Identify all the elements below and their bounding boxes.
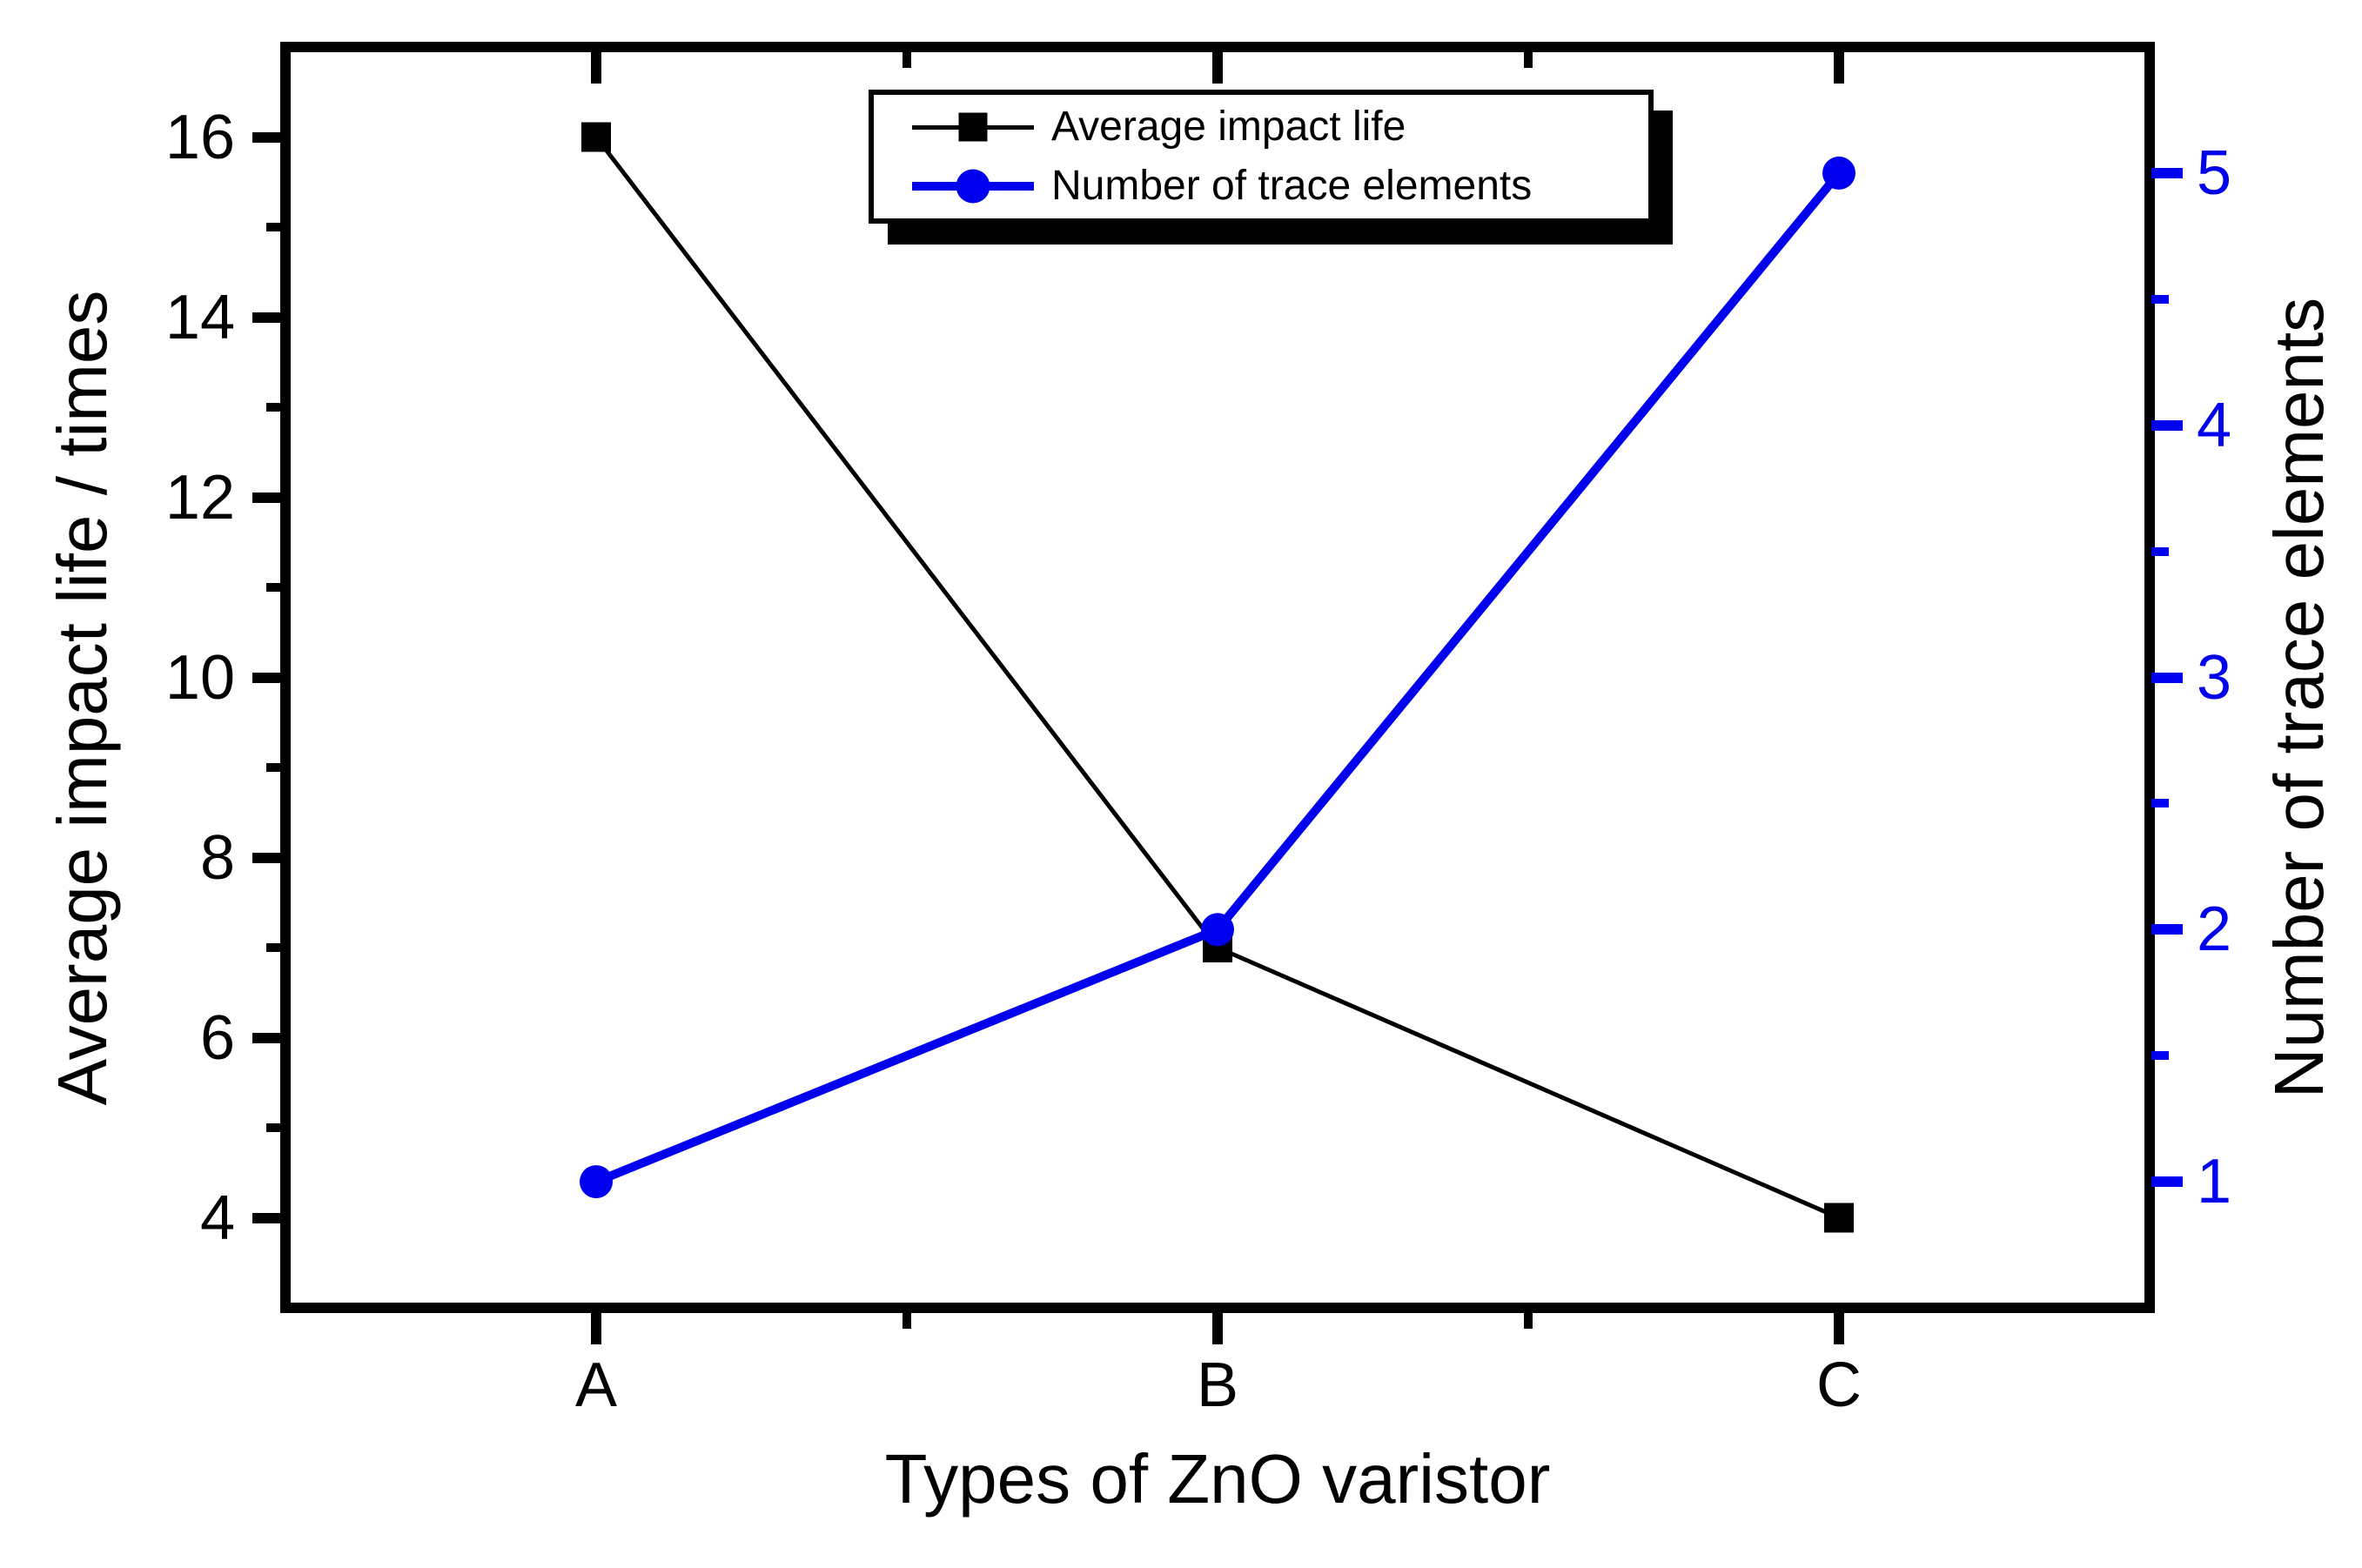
legend-box: Average impact life Number of trace elem… <box>869 90 1654 224</box>
y-right-major-tick <box>2151 419 2183 431</box>
y-right-minor-tick <box>2151 1051 2169 1061</box>
y-left-major-tick <box>252 852 284 863</box>
x-major-tick <box>1212 1313 1223 1344</box>
y-left-tick-label: 8 <box>199 822 235 893</box>
legend-label: Number of trace elements <box>1051 162 1533 209</box>
x-top-minor-tick <box>1524 52 1533 68</box>
y-left-major-tick <box>252 312 284 323</box>
x-tick-label: A <box>574 1350 618 1420</box>
y-right-minor-tick <box>2151 294 2169 304</box>
legend-entry-average-impact-life: Average impact life <box>912 101 1648 153</box>
x-minor-tick <box>903 1313 911 1329</box>
legend-sample-line-square <box>912 108 1034 146</box>
y-right-major-tick <box>2151 924 2183 935</box>
legend-label: Average impact life <box>1051 104 1406 151</box>
y-left-tick-label: 16 <box>164 102 235 172</box>
x-major-tick <box>591 1313 601 1344</box>
legend-entry-number-of-trace-elements: Number of trace elements <box>912 160 1648 212</box>
legend-sample-line-circle <box>912 167 1034 205</box>
y-left-minor-tick <box>266 943 284 952</box>
circle-marker-icon <box>956 169 990 204</box>
y-right-tick-label: 4 <box>2197 390 2232 460</box>
y-right-tick-label: 3 <box>2197 642 2232 713</box>
plot-area <box>280 42 2155 1313</box>
y-left-tick-label: 4 <box>199 1183 235 1253</box>
x-top-major-tick <box>1834 52 1844 84</box>
square-marker-icon <box>958 112 988 142</box>
y-right-minor-tick <box>2151 799 2169 808</box>
y-left-tick-label: 10 <box>164 642 235 713</box>
y-right-major-tick <box>2151 167 2183 178</box>
y-left-major-tick <box>252 1212 284 1223</box>
x-top-minor-tick <box>903 52 911 68</box>
y-right-major-tick <box>2151 672 2183 683</box>
y-left-tick-label: 12 <box>164 462 235 533</box>
y-left-major-tick <box>252 131 284 143</box>
x-axis-title: Types of ZnO varistor <box>884 1440 1551 1518</box>
x-minor-tick <box>1524 1313 1533 1329</box>
y-left-minor-tick <box>266 583 284 592</box>
y-right-tick-label: 1 <box>2197 1147 2232 1217</box>
y-left-minor-tick <box>266 403 284 412</box>
y-left-major-tick <box>252 672 284 683</box>
y-left-tick-label: 6 <box>199 1002 235 1073</box>
x-top-major-tick <box>1212 52 1223 84</box>
y-right-tick-label: 2 <box>2197 895 2232 965</box>
y-right-major-tick <box>2151 1176 2183 1188</box>
x-tick-label: C <box>1816 1350 1862 1420</box>
left-axis-title: Average impact life / times <box>44 290 121 1106</box>
x-top-major-tick <box>591 52 601 84</box>
y-left-major-tick <box>252 1032 284 1043</box>
x-tick-label: B <box>1196 1350 1239 1420</box>
x-major-tick <box>1834 1313 1844 1344</box>
y-left-minor-tick <box>266 763 284 772</box>
y-left-tick-label: 14 <box>164 282 235 352</box>
y-right-minor-tick <box>2151 546 2169 556</box>
y-left-minor-tick <box>266 223 284 231</box>
right-axis-title: Number of trace elements <box>2260 297 2338 1099</box>
y-right-tick-label: 5 <box>2197 137 2232 208</box>
y-left-major-tick <box>252 492 284 503</box>
y-left-minor-tick <box>266 1123 284 1132</box>
